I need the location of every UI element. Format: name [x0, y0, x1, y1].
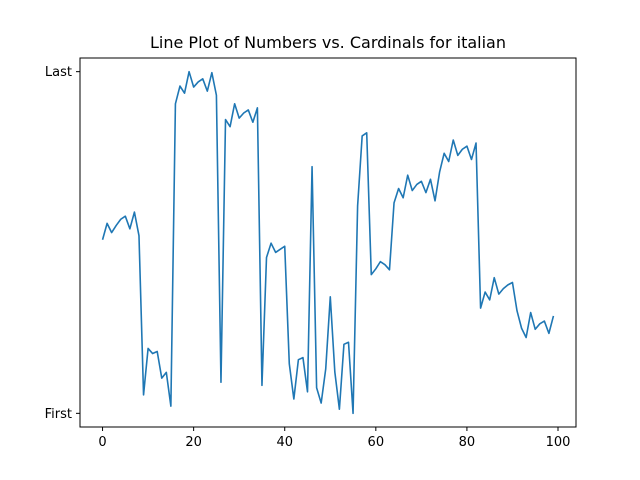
plot-area	[101, 70, 555, 415]
x-tick-label: 80	[459, 435, 476, 450]
x-tick-label: 100	[546, 435, 571, 450]
y-tick-label: First	[45, 407, 72, 422]
plot-frame	[79, 57, 577, 428]
series-line-0	[101, 70, 555, 415]
chart-title: Line Plot of Numbers vs. Cardinals for i…	[150, 33, 506, 52]
x-axis: 0 20 40 60 80 100	[98, 427, 570, 450]
x-tick-label: 60	[368, 435, 385, 450]
x-tick-label: 40	[276, 435, 293, 450]
x-tick-label: 20	[185, 435, 202, 450]
y-tick-label: Last	[45, 65, 72, 80]
x-tick-label: 0	[98, 435, 106, 450]
y-axis: First Last	[45, 65, 80, 422]
